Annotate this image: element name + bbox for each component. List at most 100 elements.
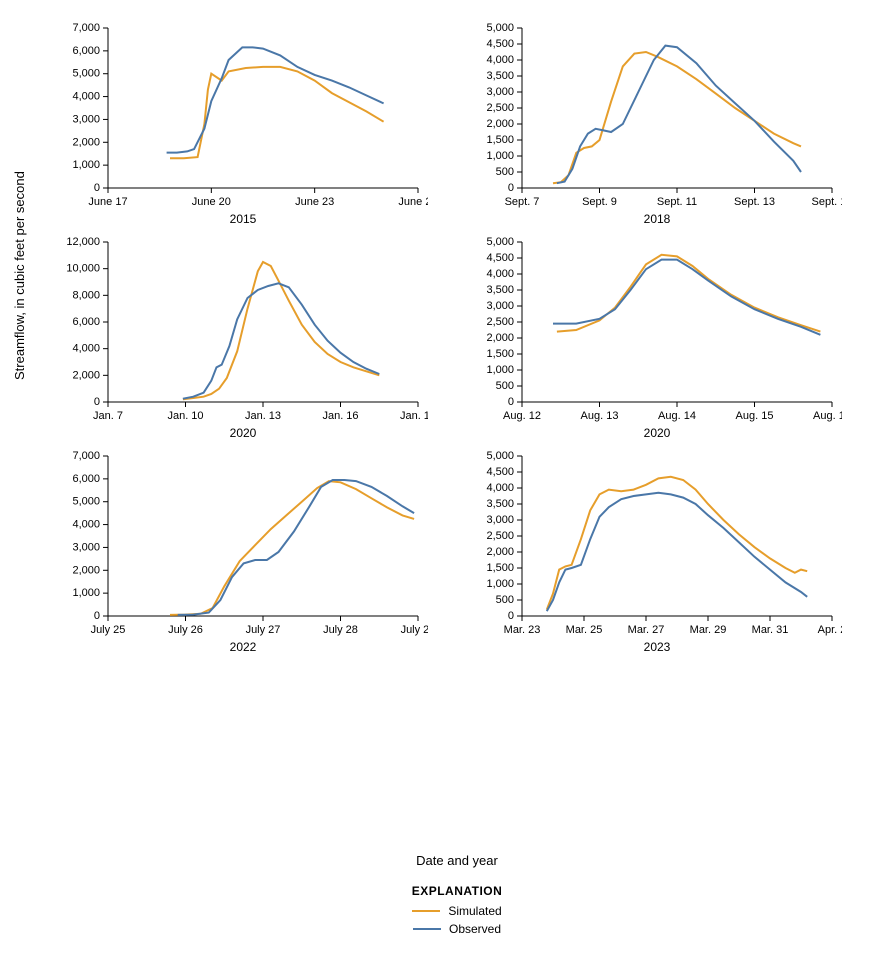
svg-text:1,500: 1,500 bbox=[486, 562, 514, 574]
svg-text:Aug. 15: Aug. 15 bbox=[736, 410, 774, 422]
svg-text:4,500: 4,500 bbox=[486, 38, 514, 50]
svg-text:6,000: 6,000 bbox=[72, 45, 100, 57]
svg-text:7,000: 7,000 bbox=[72, 22, 100, 34]
y-axis-label: Streamflow, in cubic feet per second bbox=[12, 171, 27, 380]
simulated-line bbox=[553, 52, 801, 183]
svg-text:Sept. 15: Sept. 15 bbox=[812, 196, 842, 208]
svg-text:5,000: 5,000 bbox=[72, 496, 100, 508]
svg-text:1,000: 1,000 bbox=[72, 159, 100, 171]
legend-row-observed: Observed bbox=[58, 922, 856, 936]
svg-text:4,500: 4,500 bbox=[486, 466, 514, 478]
svg-text:2,000: 2,000 bbox=[486, 546, 514, 558]
svg-text:5,000: 5,000 bbox=[486, 236, 514, 248]
simulated-line bbox=[170, 67, 384, 158]
observed-label: Observed bbox=[449, 922, 501, 936]
observed-line bbox=[178, 480, 414, 615]
observed-line bbox=[557, 46, 801, 184]
panel-0: 01,0002,0003,0004,0005,0006,0007,000 Jun… bbox=[58, 20, 428, 226]
svg-text:Mar. 25: Mar. 25 bbox=[566, 624, 603, 636]
observed-line bbox=[167, 47, 384, 152]
svg-text:2,500: 2,500 bbox=[486, 102, 514, 114]
panel-1: 0 500 1,000 1,500 2,000 2,500 3,000 3,500 4,000 4… bbox=[472, 20, 842, 226]
chart-svg: 05001,0001,5002,0002,5003,0003,5004,0004… bbox=[472, 448, 842, 638]
year-label: 2015 bbox=[58, 212, 428, 226]
svg-text:0: 0 bbox=[508, 182, 514, 194]
svg-text:3,500: 3,500 bbox=[486, 70, 514, 82]
hydrograph-figure: Streamflow, in cubic feet per second 01,… bbox=[20, 20, 856, 839]
svg-text:4,000: 4,000 bbox=[486, 54, 514, 66]
chart-svg: 01,0002,0003,0004,0005,0006,0007,000 Jun… bbox=[58, 20, 428, 210]
svg-text:500: 500 bbox=[496, 166, 514, 178]
svg-text:3,000: 3,000 bbox=[486, 86, 514, 98]
svg-text:2,000: 2,000 bbox=[72, 136, 100, 148]
svg-text:July 25: July 25 bbox=[91, 624, 126, 636]
observed-line bbox=[547, 493, 807, 611]
x-axis-label: Date and year bbox=[58, 853, 856, 868]
svg-text:June 23: June 23 bbox=[295, 196, 334, 208]
svg-text:500: 500 bbox=[496, 594, 514, 606]
svg-text:July 28: July 28 bbox=[323, 624, 358, 636]
svg-text:3,000: 3,000 bbox=[72, 113, 100, 125]
svg-text:June 20: June 20 bbox=[192, 196, 231, 208]
svg-text:Aug. 13: Aug. 13 bbox=[581, 410, 619, 422]
panels-grid: 0 1,000 2,000 3,000 4,000 5,000 6,000 7,000 Jun… bbox=[58, 20, 856, 654]
svg-text:2,000: 2,000 bbox=[486, 332, 514, 344]
svg-text:July 27: July 27 bbox=[246, 624, 281, 636]
svg-text:0: 0 bbox=[508, 610, 514, 622]
chart-svg: 02,0004,0006,0008,00010,00012,000 Jan. 7… bbox=[58, 234, 428, 424]
svg-text:Aug. 14: Aug. 14 bbox=[658, 410, 696, 422]
simulated-line bbox=[170, 481, 414, 615]
svg-text:Aug. 16: Aug. 16 bbox=[813, 410, 842, 422]
svg-text:Sept. 7: Sept. 7 bbox=[505, 196, 540, 208]
svg-text:Jan. 13: Jan. 13 bbox=[245, 410, 281, 422]
svg-text:Mar. 31: Mar. 31 bbox=[752, 624, 789, 636]
panel-5: 05001,0001,5002,0002,5003,0003,5004,0004… bbox=[472, 448, 842, 654]
svg-text:1,000: 1,000 bbox=[72, 587, 100, 599]
svg-text:0: 0 bbox=[508, 396, 514, 408]
svg-text:1,500: 1,500 bbox=[486, 134, 514, 146]
svg-text:2,500: 2,500 bbox=[486, 530, 514, 542]
panel-4: 01,0002,0003,0004,0005,0006,0007,000 Jul… bbox=[58, 448, 428, 654]
svg-text:July 29: July 29 bbox=[401, 624, 428, 636]
svg-text:2,500: 2,500 bbox=[486, 316, 514, 328]
legend-title: EXPLANATION bbox=[58, 884, 856, 898]
year-label: 2018 bbox=[472, 212, 842, 226]
svg-text:0: 0 bbox=[94, 182, 100, 194]
simulated-swatch bbox=[412, 910, 440, 912]
svg-text:4,000: 4,000 bbox=[72, 519, 100, 531]
svg-text:0: 0 bbox=[94, 396, 100, 408]
svg-text:Jan. 7: Jan. 7 bbox=[93, 410, 123, 422]
svg-text:8,000: 8,000 bbox=[72, 289, 100, 301]
svg-text:Jan. 16: Jan. 16 bbox=[322, 410, 358, 422]
svg-text:2,000: 2,000 bbox=[486, 118, 514, 130]
svg-text:1,000: 1,000 bbox=[486, 364, 514, 376]
svg-text:2,000: 2,000 bbox=[72, 369, 100, 381]
svg-text:6,000: 6,000 bbox=[72, 316, 100, 328]
svg-text:3,000: 3,000 bbox=[486, 514, 514, 526]
legend: EXPLANATION Simulated Observed bbox=[58, 884, 856, 936]
chart-svg: 01,0002,0003,0004,0005,0006,0007,000 Jul… bbox=[58, 448, 428, 638]
svg-text:5,000: 5,000 bbox=[486, 450, 514, 462]
svg-text:3,000: 3,000 bbox=[486, 300, 514, 312]
year-label: 2020 bbox=[472, 426, 842, 440]
legend-row-simulated: Simulated bbox=[58, 904, 856, 918]
svg-text:7,000: 7,000 bbox=[72, 450, 100, 462]
svg-text:Sept. 13: Sept. 13 bbox=[734, 196, 775, 208]
svg-text:Jan. 19: Jan. 19 bbox=[400, 410, 428, 422]
svg-text:4,000: 4,000 bbox=[486, 268, 514, 280]
panel-2: 02,0004,0006,0008,00010,00012,000 Jan. 7… bbox=[58, 234, 428, 440]
svg-text:1,000: 1,000 bbox=[486, 578, 514, 590]
panel-3: 05001,0001,5002,0002,5003,0003,5004,0004… bbox=[472, 234, 842, 440]
svg-text:Sept. 11: Sept. 11 bbox=[657, 196, 697, 208]
svg-text:4,500: 4,500 bbox=[486, 252, 514, 264]
year-label: 2023 bbox=[472, 640, 842, 654]
svg-text:Mar. 23: Mar. 23 bbox=[504, 624, 541, 636]
year-label: 2020 bbox=[58, 426, 428, 440]
svg-text:1,000: 1,000 bbox=[486, 150, 514, 162]
svg-text:10,000: 10,000 bbox=[66, 263, 100, 275]
svg-text:5,000: 5,000 bbox=[72, 68, 100, 80]
observed-line bbox=[183, 283, 379, 398]
svg-text:Apr. 2: Apr. 2 bbox=[818, 624, 842, 636]
svg-text:5,000: 5,000 bbox=[486, 22, 514, 34]
svg-text:Mar. 29: Mar. 29 bbox=[690, 624, 727, 636]
